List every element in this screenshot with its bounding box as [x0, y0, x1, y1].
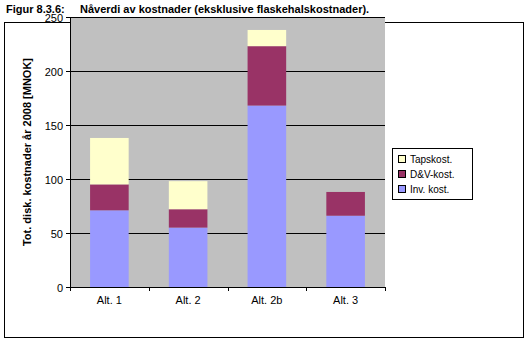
legend-swatch — [399, 186, 406, 193]
tick-label: 0 — [57, 282, 63, 294]
tick-label: 200 — [45, 66, 63, 78]
tick-mark — [66, 17, 70, 18]
bar-segment — [90, 210, 129, 287]
legend-swatch — [399, 171, 406, 178]
bar-segment — [169, 209, 208, 227]
bar-segment — [248, 106, 287, 287]
category-label: Alt. 3 — [333, 294, 358, 306]
category-label: Alt. 2 — [176, 294, 201, 306]
legend-label: D&V-kost. — [410, 169, 454, 180]
tick-mark — [66, 71, 70, 72]
bar-segment — [248, 30, 287, 46]
tick-mark — [66, 233, 70, 234]
tick-mark — [66, 179, 70, 180]
bar-segment — [326, 192, 365, 216]
bar-segment — [169, 228, 208, 287]
x-tick-mark — [306, 287, 307, 291]
x-tick-mark — [385, 287, 386, 291]
grid-line — [70, 17, 385, 18]
y-axis — [70, 17, 71, 287]
y-axis-label: Tot. disk. kostnader år 2008 [MNOK] — [21, 58, 33, 246]
legend-label: Inv. kost. — [410, 184, 449, 195]
tick-mark — [66, 125, 70, 126]
x-tick-mark — [149, 287, 150, 291]
bar-segment — [248, 46, 287, 105]
bar-segment — [90, 184, 129, 210]
tick-label: 100 — [45, 174, 63, 186]
x-tick-mark — [228, 287, 229, 291]
chart: Figur 8.3.6: Nåverdi av kostnader (ekskl… — [0, 0, 529, 343]
category-label: Alt. 2b — [251, 294, 282, 306]
x-tick-mark — [70, 287, 71, 291]
category-label: Alt. 1 — [97, 294, 122, 306]
x-axis — [70, 287, 385, 288]
grid-line — [70, 287, 385, 288]
tick-label: 150 — [45, 120, 63, 132]
tick-mark — [66, 287, 70, 288]
bar-segment — [169, 181, 208, 209]
legend — [393, 149, 473, 200]
tick-label: 50 — [51, 228, 63, 240]
legend-label: Tapskost. — [410, 154, 452, 165]
tick-label: 250 — [45, 12, 63, 24]
bar-segment — [326, 191, 365, 192]
plot-area — [70, 17, 385, 287]
bar-segment — [90, 138, 129, 184]
bars — [90, 30, 365, 287]
bar-segment — [326, 216, 365, 287]
grid-line — [70, 71, 385, 72]
legend-swatch — [399, 156, 406, 163]
grid-line — [70, 125, 385, 126]
